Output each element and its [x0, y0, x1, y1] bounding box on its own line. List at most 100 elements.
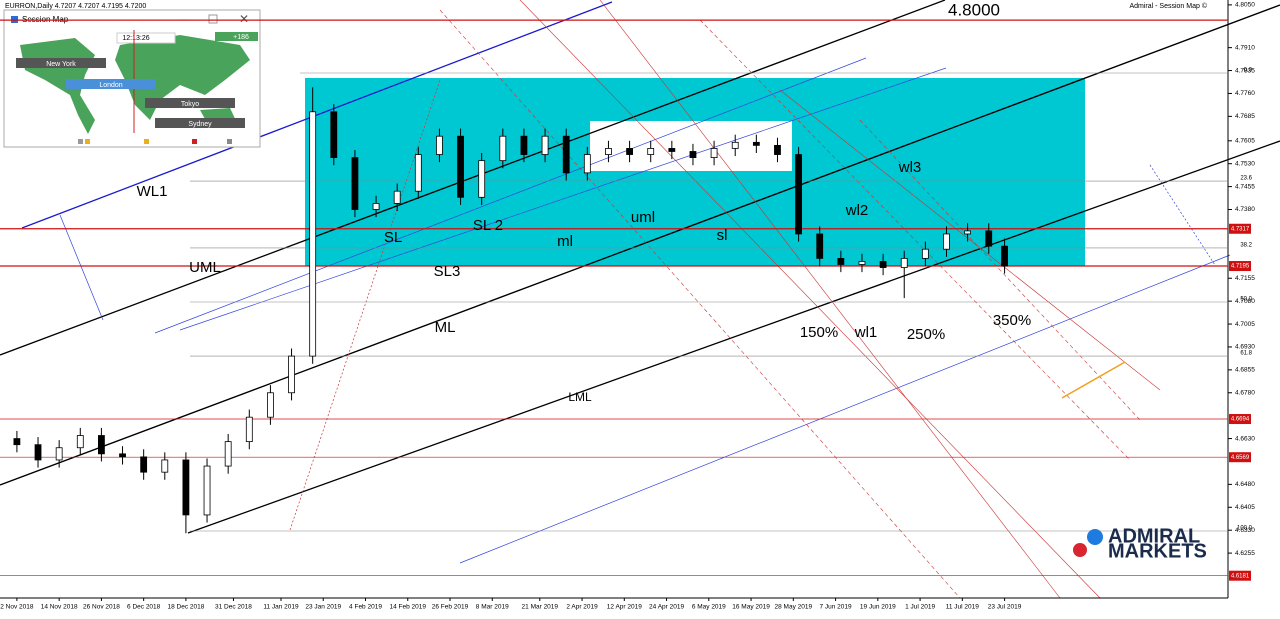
x-tick-label: 26 Feb 2019 — [432, 604, 469, 611]
fib-label: 100.0 — [1237, 526, 1253, 532]
x-tick-label: 28 May 2019 — [775, 604, 813, 611]
indicator-name: Admiral - Session Map © — [1129, 2, 1207, 10]
pitchfork — [0, 0, 1280, 599]
y-tick-label: 4.6630 — [1235, 435, 1255, 442]
offset-box — [215, 32, 258, 41]
annotation: wl1 — [854, 324, 878, 341]
close-button[interactable]: ✕ — [239, 12, 249, 26]
candle-body — [182, 459, 190, 516]
x-tick-label: 14 Feb 2019 — [389, 604, 426, 611]
session-bar — [145, 98, 235, 108]
price-tag — [1229, 570, 1251, 581]
candle-body — [752, 141, 760, 146]
y-tick-label: 4.8050 — [1235, 2, 1255, 9]
candle-body — [351, 157, 359, 210]
annotation: SL — [384, 229, 402, 246]
candle-body — [921, 248, 929, 259]
price-tag-label: 4.7317 — [1231, 226, 1250, 232]
annotation: sl — [717, 227, 728, 244]
candle-body — [288, 355, 295, 394]
x-tick-label: 8 Mar 2019 — [476, 604, 509, 611]
x-tick-label: 2 Nov 2018 — [0, 604, 34, 611]
y-tick-label: 4.6405 — [1235, 504, 1255, 511]
city-label: Tokyo — [181, 101, 199, 108]
candle-body — [55, 447, 63, 461]
x-tick-label: 6 Dec 2018 — [127, 604, 161, 611]
candle-body — [689, 151, 697, 158]
x-tick-label: 14 Nov 2018 — [41, 604, 78, 611]
y-tick-label: 4.6480 — [1235, 481, 1255, 488]
session-bar — [66, 79, 156, 89]
x-tick-label: 23 Jan 2019 — [305, 604, 341, 611]
candle-body — [140, 456, 148, 473]
annotation: SL 2 — [473, 217, 503, 234]
session-bar — [16, 58, 106, 68]
maximize-button[interactable] — [208, 14, 218, 24]
candle-body — [647, 148, 655, 155]
candle-body — [774, 144, 781, 155]
y-tick-label: 4.7835 — [1235, 67, 1255, 74]
dot — [85, 139, 90, 144]
candle-body — [541, 135, 549, 155]
candle-body — [34, 444, 42, 461]
logo-text: ADMIRAL — [1108, 525, 1200, 547]
x-tick-label: 11 Jan 2019 — [263, 604, 299, 611]
y-tick-label: 4.6855 — [1235, 367, 1255, 374]
annotation: wl2 — [845, 202, 869, 219]
candle-body — [161, 459, 169, 473]
x-tick-label: 2 Apr 2019 — [566, 604, 598, 611]
y-tick-label: 4.6930 — [1235, 344, 1255, 351]
city-label: London — [99, 82, 122, 89]
candle-body — [393, 190, 401, 204]
fib-label: 23.6 — [1240, 176, 1252, 182]
y-tick-label: 4.7530 — [1235, 160, 1255, 167]
logo-dot-blue — [1087, 529, 1103, 545]
candle-body — [710, 148, 718, 158]
x-tick-label: 12 Apr 2019 — [607, 604, 642, 611]
x-tick-label: 23 Jul 2019 — [988, 604, 1022, 611]
candle-body — [13, 438, 21, 446]
annotation: 350% — [993, 312, 1031, 329]
y-tick-label: 4.7685 — [1235, 113, 1255, 120]
price-tag-label: 4.6569 — [1231, 455, 1250, 461]
candle-body — [76, 435, 84, 449]
dot — [192, 139, 197, 144]
x-tick-label: 19 Jun 2019 — [860, 604, 896, 611]
candle-body — [309, 111, 317, 357]
candle-body — [267, 392, 274, 418]
annotation: LML — [568, 390, 592, 404]
session-map: Session Map — ✕ 12:13:26 +186 New York L… — [3, 9, 261, 148]
candle-body — [98, 435, 105, 455]
candle-body — [1001, 245, 1008, 267]
annotation: ml — [557, 233, 573, 250]
candle-body — [816, 233, 824, 259]
price-tag — [1229, 261, 1251, 272]
y-tick-label: 4.7760 — [1235, 90, 1255, 97]
dot — [144, 139, 149, 144]
candle-body — [879, 261, 887, 268]
x-tick-label: 11 Jul 2019 — [946, 604, 980, 611]
y-tick-label: 4.7380 — [1235, 206, 1255, 213]
candle-body — [436, 135, 443, 155]
candle-body — [414, 154, 422, 192]
candle-body — [478, 160, 486, 198]
y-tick-label: 4.7455 — [1235, 183, 1255, 190]
candle-body — [626, 148, 633, 155]
y-tick-label: 4.7605 — [1235, 138, 1255, 145]
price-tag-label: 4.6694 — [1231, 417, 1250, 423]
window-icon — [11, 16, 18, 23]
candle-body — [605, 148, 612, 155]
x-tick-label: 18 Dec 2018 — [167, 604, 204, 611]
x-tick-label: 24 Apr 2019 — [649, 604, 684, 611]
annotation: WL1 — [137, 183, 168, 200]
price-tag — [1229, 223, 1251, 234]
annotation: SL3 — [434, 263, 461, 280]
price-tag — [1229, 452, 1251, 463]
fib-label: 61.8 — [1240, 351, 1252, 357]
candle-body — [795, 154, 802, 235]
price-tag — [1229, 414, 1251, 425]
annotation: 150% — [800, 324, 838, 341]
annotation: 250% — [907, 326, 945, 343]
x-tick-label: 1 Jul 2019 — [905, 604, 935, 611]
